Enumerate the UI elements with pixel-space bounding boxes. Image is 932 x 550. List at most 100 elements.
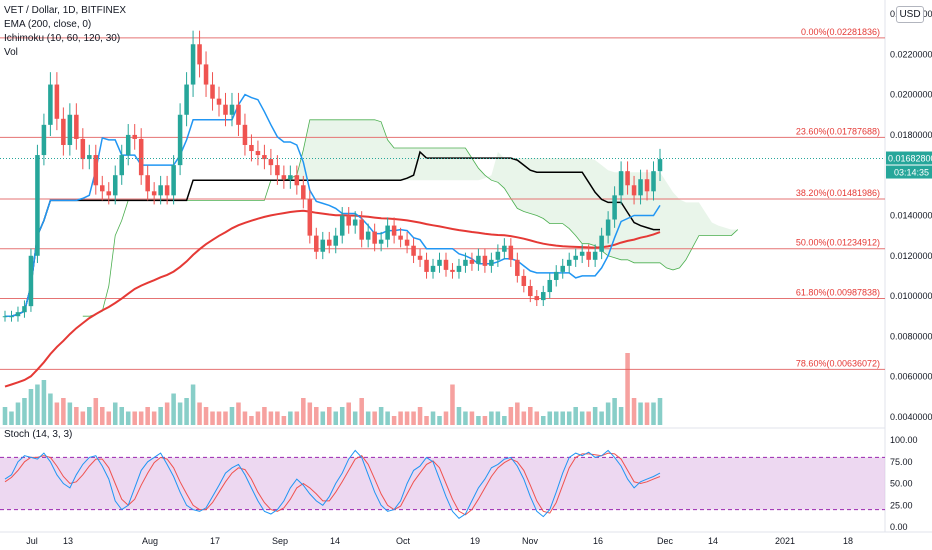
fib-level-label: 78.60%(0.00636072) [796, 358, 880, 368]
candle-body [119, 155, 125, 176]
candle-body [430, 265, 436, 272]
time-tick-label: 14 [330, 536, 340, 546]
candle-body [28, 255, 34, 307]
candle-body [268, 159, 274, 166]
volume-bar [657, 398, 663, 425]
volume-bar [430, 411, 436, 425]
volume-bar [372, 411, 377, 425]
time-tick-label: 18 [843, 536, 853, 546]
fib-level-label: 0.00%(0.02281836) [801, 27, 880, 37]
stoch-tick-label: 100.00 [890, 435, 918, 445]
ichimoku-legend[interactable]: Ichimoku (10, 60, 120, 30) [4, 33, 121, 44]
candle-body [540, 292, 546, 301]
candle-body [599, 235, 604, 252]
candle-body [359, 219, 364, 240]
volume-bar [93, 398, 99, 425]
stoch-tick-label: 75.00 [890, 457, 913, 467]
candle-body [378, 239, 384, 244]
candle-body [398, 235, 403, 240]
time-tick-label: Nov [522, 536, 539, 546]
volume-bar [229, 407, 235, 425]
volume-bar [242, 411, 248, 425]
candle-body [223, 104, 228, 115]
candle-body [210, 84, 215, 99]
volume-bar [80, 411, 86, 425]
volume-bar [48, 393, 53, 425]
time-tick-label: Aug [142, 536, 158, 546]
ema-legend[interactable]: EMA (200, close, 0) [4, 19, 92, 30]
volume-bar [210, 411, 215, 425]
volume-bar [301, 398, 306, 425]
volume-bar [249, 416, 254, 425]
currency-button[interactable]: USD [896, 6, 924, 23]
candle-body [158, 185, 163, 196]
volume-bar [151, 411, 157, 425]
volume-bar [482, 416, 488, 425]
candle-body [521, 275, 527, 286]
candle-body [262, 155, 267, 160]
volume-bar [398, 411, 403, 425]
stoch-d-line [4, 452, 661, 516]
volume-bar [450, 384, 455, 425]
volume-bar [638, 402, 643, 425]
volume-bar [631, 398, 637, 425]
candle-body [502, 245, 507, 252]
volume-bar [612, 398, 617, 425]
time-tick-label: Jul [26, 536, 38, 546]
volume-bar [262, 407, 267, 425]
candle-body [566, 259, 572, 266]
volume-bar [171, 393, 176, 425]
time-tick-label: 19 [470, 536, 480, 546]
volume-bar [443, 411, 449, 425]
candle-body [9, 316, 14, 318]
volume-bar [320, 411, 326, 425]
last-price-tag [886, 151, 932, 165]
candle-body [184, 84, 189, 115]
candle-body [411, 245, 416, 256]
candle-body [164, 185, 170, 196]
candle-body [93, 155, 99, 186]
volume-bar [651, 402, 656, 425]
volume-bar [177, 402, 183, 425]
stoch-k-line [4, 449, 661, 519]
volume-bar [216, 411, 222, 425]
volume-bar [359, 398, 364, 425]
volume-bar [547, 411, 553, 425]
candle-body [605, 219, 611, 236]
last-price-label: 0.01682800 [888, 154, 932, 164]
volume-bar [132, 411, 137, 425]
volume-bar [314, 407, 319, 425]
candle-body [365, 231, 371, 240]
volume-bar [391, 416, 397, 425]
candle-body [469, 259, 475, 264]
candle-body [41, 124, 47, 156]
volume-bar [28, 389, 34, 425]
candle-body [586, 251, 591, 260]
candle-body [74, 114, 79, 139]
time-tick-label: 2021 [775, 536, 795, 546]
stoch-legend[interactable]: Stoch (14, 3, 3) [4, 429, 73, 440]
volume-bar [644, 402, 650, 425]
volume-bar [223, 411, 228, 425]
candle-body [482, 255, 488, 266]
volume-bar [333, 411, 339, 425]
candle-body [385, 225, 390, 240]
stoch-band [0, 457, 885, 510]
volume-bar [352, 411, 358, 425]
candle-body [15, 312, 21, 317]
candle-body [547, 279, 553, 293]
volume-legend[interactable]: Vol [4, 47, 18, 58]
candle-body [177, 114, 183, 166]
fib-level-label: 23.60%(0.01787688) [796, 126, 880, 136]
candle-body [495, 251, 501, 260]
candle-body [424, 259, 429, 272]
candle-body [249, 144, 254, 152]
ichimoku-cloud [82, 119, 738, 317]
candle-body [573, 255, 578, 260]
volume-bar [268, 411, 274, 425]
